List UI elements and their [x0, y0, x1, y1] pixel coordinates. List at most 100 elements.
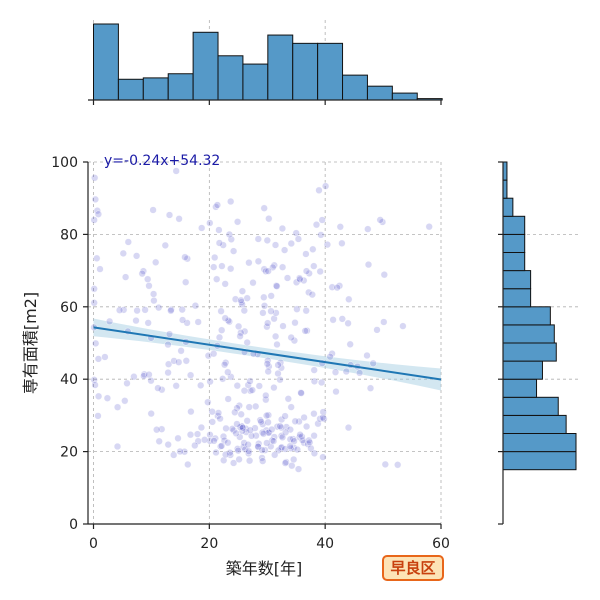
scatter-point	[274, 361, 282, 369]
scatter-point	[271, 241, 280, 249]
scatter-point	[310, 410, 318, 418]
scatter-point	[221, 280, 229, 288]
scatter-point	[318, 216, 326, 224]
y-histogram-bar	[502, 396, 559, 416]
scatter-point	[262, 267, 270, 275]
x-tick-label: 0	[89, 536, 98, 552]
scatter-point	[218, 262, 226, 270]
scatter-point	[300, 276, 308, 285]
scatter-point	[172, 167, 180, 175]
scatter-point	[211, 253, 219, 262]
scatter-point	[245, 403, 253, 411]
scatter-point	[204, 398, 212, 406]
scatter-point	[308, 291, 316, 299]
scatter-point	[316, 267, 324, 276]
scatter-point	[91, 195, 100, 204]
scatter-point	[287, 403, 295, 411]
scatter-point	[182, 278, 190, 286]
main-axes: 0 20 40 60 0 20 40 60 80 100	[51, 155, 450, 552]
scatter-point	[258, 428, 267, 437]
regression-line	[93, 326, 442, 381]
scatter-point	[194, 318, 202, 326]
scatter-point	[197, 381, 205, 390]
scatter-point	[94, 355, 103, 363]
scatter-point	[120, 306, 128, 314]
scatter-point	[363, 351, 371, 360]
scatter-point	[287, 444, 295, 452]
scatter-point	[186, 431, 195, 439]
scatter-point	[263, 412, 271, 420]
scatter-point	[193, 430, 202, 438]
ward-badge: 早良区	[382, 555, 444, 581]
scatter-point	[296, 431, 304, 439]
scatter-point	[254, 257, 263, 265]
scatter-point	[170, 357, 178, 365]
scatter-point	[281, 412, 289, 420]
scatter-point	[293, 446, 302, 454]
scatter-point	[145, 282, 153, 290]
scatter-point	[241, 445, 249, 453]
scatter-point	[147, 377, 155, 385]
y-tick-label: 40	[60, 372, 78, 388]
scatter-point	[307, 444, 315, 452]
scatter-point	[150, 290, 158, 298]
y-histogram-bar	[502, 306, 551, 326]
scatter-point	[133, 307, 141, 315]
scatter-point	[282, 428, 290, 437]
scatter-point	[399, 322, 407, 330]
scatter-point	[235, 322, 243, 331]
scatter-point	[154, 384, 162, 392]
scatter-point	[290, 437, 298, 445]
scatter-point	[149, 206, 157, 214]
scatter-point	[93, 254, 101, 262]
x-histogram-bar	[142, 77, 169, 101]
scatter-point	[210, 437, 218, 445]
scatter-point	[346, 340, 354, 348]
scatter-point	[270, 315, 278, 323]
scatter-point	[270, 437, 278, 445]
scatter-point	[236, 433, 244, 441]
scatter-point	[167, 307, 175, 315]
scatter-point	[113, 403, 122, 411]
scatter-point	[295, 417, 303, 426]
scatter-point	[144, 319, 152, 327]
scatter-point	[175, 358, 183, 366]
scatter-point	[91, 381, 99, 389]
y-histogram-bar	[502, 451, 577, 471]
scatter-point	[210, 263, 218, 271]
scatter-point	[290, 455, 298, 464]
scatter-point	[260, 302, 269, 310]
scatter-point	[187, 371, 195, 379]
scatter-point	[297, 389, 305, 397]
scatter-point	[139, 267, 148, 275]
scatter-point	[305, 288, 313, 297]
scatter-point	[310, 432, 318, 440]
scatter-points	[90, 167, 433, 473]
scatter-point	[170, 451, 178, 459]
scatter-point	[246, 457, 254, 465]
scatter-point	[213, 275, 221, 283]
scatter-point	[94, 210, 103, 218]
scatter-point	[276, 422, 284, 430]
scatter-point	[222, 359, 230, 367]
y-histogram-bar	[502, 252, 526, 272]
scatter-point	[240, 387, 249, 395]
scatter-point	[289, 435, 297, 443]
x-histogram-bar	[117, 78, 144, 101]
regression-equation-label: y=-0.24x+54.32	[104, 153, 220, 169]
scatter-point	[329, 316, 337, 324]
scatter-point	[251, 424, 259, 432]
scatter-point	[369, 359, 377, 367]
scatter-point	[130, 373, 138, 381]
scatter-point	[221, 361, 229, 369]
scatter-point	[175, 215, 183, 223]
scatter-point	[179, 316, 187, 324]
scatter-point	[215, 333, 224, 342]
scatter-point	[345, 295, 353, 303]
scatter-point	[267, 307, 275, 315]
scatter-point	[255, 440, 263, 448]
scatter-point	[279, 322, 287, 330]
scatter-point	[333, 284, 341, 292]
scatter-point	[287, 333, 295, 342]
scatter-point	[376, 216, 384, 224]
